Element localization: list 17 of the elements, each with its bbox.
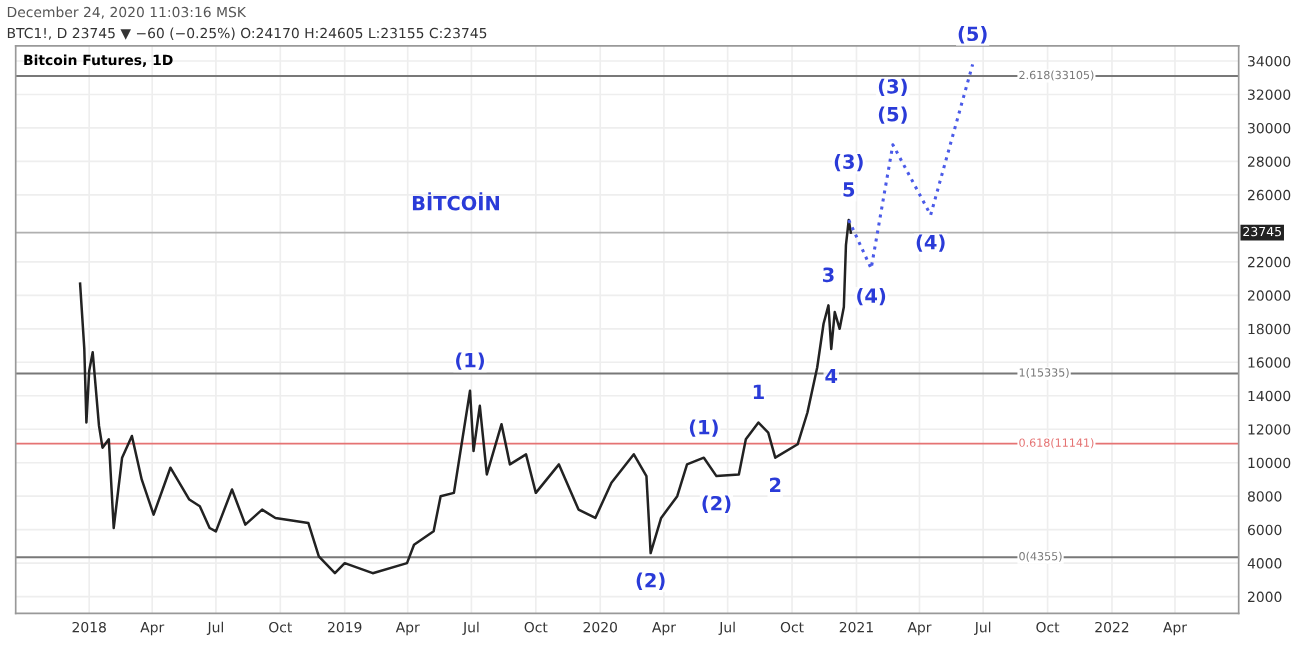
annotation: (1) <box>689 419 718 437</box>
annotation: (3) <box>834 153 863 172</box>
annotation: (2) <box>702 495 731 513</box>
annotation: 1 <box>753 384 764 400</box>
annotation: (5) <box>958 26 987 44</box>
annotation: (4) <box>857 288 886 306</box>
annotation: (1) <box>456 352 485 370</box>
line-series <box>78 218 853 575</box>
annotation: (4) <box>916 234 945 252</box>
annotation: (5) <box>878 106 907 124</box>
annotation: BİTCOİN <box>412 192 499 211</box>
annotation: 5 <box>843 182 855 197</box>
annotation: 2 <box>770 477 781 492</box>
annotation: 4 <box>825 368 838 384</box>
annotation: (3) <box>878 78 907 96</box>
annotation: (2) <box>636 572 665 590</box>
annotation: 3 <box>822 267 834 283</box>
